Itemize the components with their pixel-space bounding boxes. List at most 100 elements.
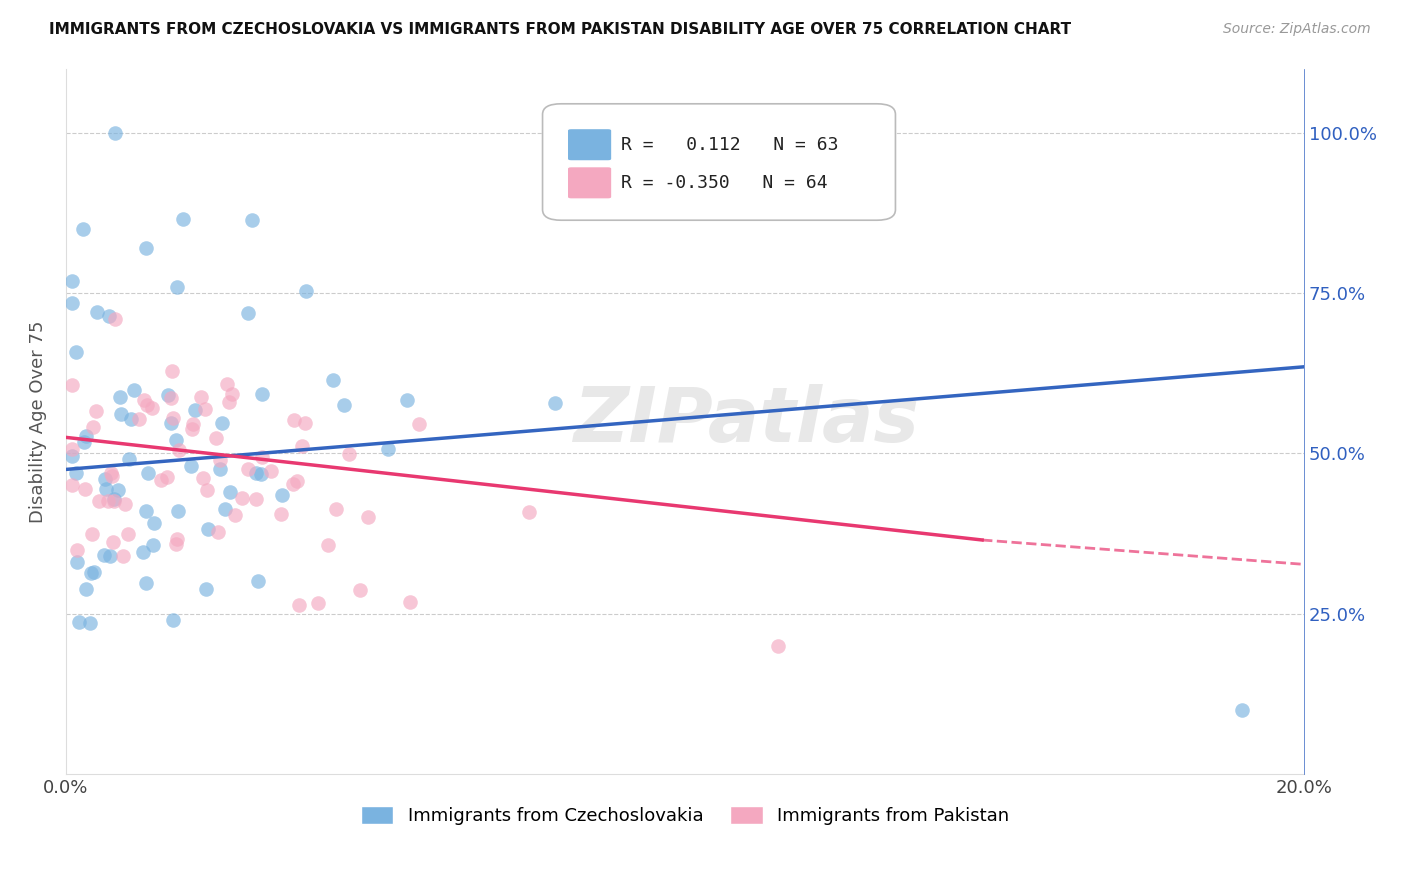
Point — [195, 483, 218, 497]
FancyBboxPatch shape — [543, 103, 896, 220]
Point — [159, 391, 181, 405]
Point — [73, 483, 96, 497]
Point — [166, 504, 188, 518]
Text: R = -0.350   N = 64: R = -0.350 N = 64 — [620, 174, 827, 192]
Point — [288, 598, 311, 612]
Point — [245, 466, 267, 480]
Point — [214, 502, 236, 516]
Point — [191, 471, 214, 485]
Point — [117, 527, 139, 541]
FancyBboxPatch shape — [567, 128, 612, 161]
Point — [112, 549, 135, 563]
Point — [162, 410, 184, 425]
Point — [517, 505, 540, 519]
Point — [118, 451, 141, 466]
Point — [166, 279, 188, 293]
Point — [250, 450, 273, 464]
Point — [60, 274, 83, 288]
Point — [101, 469, 124, 483]
Point — [65, 345, 87, 359]
Point — [221, 386, 243, 401]
Point — [65, 466, 87, 480]
Point — [104, 312, 127, 326]
Point — [236, 461, 259, 475]
Point — [120, 412, 142, 426]
Text: Source: ZipAtlas.com: Source: ZipAtlas.com — [1223, 22, 1371, 37]
Point — [84, 404, 107, 418]
Point — [197, 522, 219, 536]
Point — [82, 419, 104, 434]
Point — [135, 504, 157, 518]
Point — [72, 222, 94, 236]
Point — [165, 537, 187, 551]
Point — [398, 595, 420, 609]
Point — [183, 417, 205, 431]
Text: ZIPatlas: ZIPatlas — [574, 384, 920, 458]
Point — [1230, 703, 1253, 717]
Point — [183, 402, 205, 417]
Point — [157, 388, 180, 402]
Point — [101, 535, 124, 549]
Point — [100, 466, 122, 480]
Point — [321, 373, 343, 387]
Point — [295, 284, 318, 298]
Point — [167, 443, 190, 458]
Point — [333, 398, 356, 412]
Point — [271, 488, 294, 502]
FancyBboxPatch shape — [567, 167, 612, 199]
Point — [291, 439, 314, 453]
Text: IMMIGRANTS FROM CZECHOSLOVAKIA VS IMMIGRANTS FROM PAKISTAN DISABILITY AGE OVER 7: IMMIGRANTS FROM CZECHOSLOVAKIA VS IMMIGR… — [49, 22, 1071, 37]
Point — [252, 387, 274, 401]
Point — [211, 417, 233, 431]
Point — [65, 543, 87, 558]
Point — [165, 434, 187, 448]
Point — [236, 306, 259, 320]
Point — [166, 533, 188, 547]
Point — [132, 392, 155, 407]
Point — [249, 467, 271, 482]
Point — [349, 583, 371, 598]
Point — [143, 516, 166, 530]
Point — [190, 390, 212, 404]
Legend: Immigrants from Czechoslovakia, Immigrants from Pakistan: Immigrants from Czechoslovakia, Immigran… — [360, 805, 1010, 825]
Point — [260, 464, 283, 478]
Point — [135, 241, 157, 255]
Point — [194, 402, 217, 417]
Point — [766, 639, 789, 653]
Point — [60, 477, 83, 491]
Point — [94, 472, 117, 486]
Y-axis label: Disability Age Over 75: Disability Age Over 75 — [30, 320, 46, 523]
Point — [83, 565, 105, 579]
Point — [337, 446, 360, 460]
Point — [245, 492, 267, 507]
Point — [82, 527, 104, 541]
Point — [283, 476, 305, 491]
Point — [136, 398, 159, 412]
Point — [231, 491, 253, 506]
Point — [110, 407, 132, 421]
Point — [79, 566, 101, 580]
Point — [294, 416, 316, 430]
Point — [94, 482, 117, 496]
Point — [93, 549, 115, 563]
Point — [396, 392, 419, 407]
Point — [103, 491, 125, 506]
Point — [108, 390, 131, 404]
Point — [107, 483, 129, 497]
Point — [194, 582, 217, 597]
Point — [208, 461, 231, 475]
Point — [104, 126, 127, 140]
Point — [219, 484, 242, 499]
Point — [150, 473, 173, 487]
Point — [544, 396, 567, 410]
Point — [136, 466, 159, 480]
Point — [97, 494, 120, 508]
Point — [160, 416, 183, 430]
Point — [356, 510, 378, 524]
Point — [307, 596, 329, 610]
Point — [204, 431, 226, 445]
Point — [103, 494, 125, 508]
Point — [285, 474, 308, 488]
Point — [60, 442, 83, 456]
Point — [114, 497, 136, 511]
